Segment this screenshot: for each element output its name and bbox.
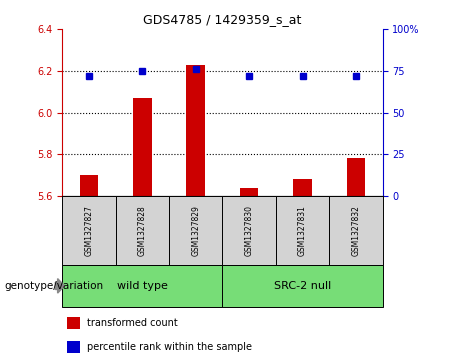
Bar: [62, 265, 222, 307]
Bar: [223, 265, 383, 307]
Bar: [116, 196, 169, 265]
Bar: [240, 188, 259, 196]
Text: GSM1327827: GSM1327827: [84, 205, 94, 256]
Bar: [67, 341, 80, 353]
Bar: [186, 65, 205, 196]
Bar: [223, 196, 276, 265]
Text: transformed count: transformed count: [87, 318, 178, 328]
Text: GSM1327829: GSM1327829: [191, 205, 200, 256]
Bar: [293, 179, 312, 196]
Bar: [169, 196, 222, 265]
Text: GSM1327828: GSM1327828: [138, 205, 147, 256]
Text: wild type: wild type: [117, 281, 168, 291]
Bar: [80, 175, 98, 196]
Text: GSM1327831: GSM1327831: [298, 205, 307, 256]
Bar: [276, 196, 329, 265]
Bar: [62, 196, 116, 265]
Bar: [133, 98, 152, 196]
Text: genotype/variation: genotype/variation: [5, 281, 104, 291]
Bar: [67, 317, 80, 329]
Text: GSM1327830: GSM1327830: [245, 205, 254, 256]
Text: SRC-2 null: SRC-2 null: [274, 281, 331, 291]
Bar: [347, 158, 365, 196]
Title: GDS4785 / 1429359_s_at: GDS4785 / 1429359_s_at: [143, 13, 301, 26]
Text: percentile rank within the sample: percentile rank within the sample: [87, 342, 252, 352]
Bar: [329, 196, 383, 265]
Text: GSM1327832: GSM1327832: [351, 205, 361, 256]
